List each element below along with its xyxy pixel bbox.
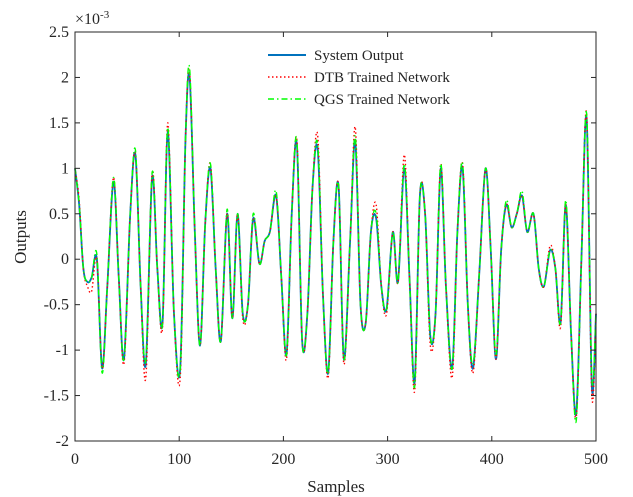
y-tick-label: 1.5 — [49, 115, 69, 132]
y-tick-label: 0.5 — [49, 206, 69, 223]
x-axis-label: Samples — [307, 477, 365, 496]
x-tick-label: 200 — [271, 451, 295, 468]
qgs-trained-network-line — [74, 64, 597, 424]
y-tick-label: 1 — [61, 160, 69, 177]
x-tick-label: 400 — [480, 451, 504, 468]
y-tick-label: -0.5 — [44, 297, 69, 314]
x-tick-label: 100 — [167, 451, 191, 468]
y-tick-label: 2 — [61, 69, 69, 86]
plot-frame — [74, 31, 597, 442]
y-axis-ticks: -2 -1.5 -1 -0.5 0 0.5 1 1.5 2 2.5 — [44, 24, 596, 450]
x-tick-label: 0 — [71, 451, 79, 468]
exponent-base: ×10 — [75, 11, 100, 28]
exponent-power: -3 — [100, 9, 110, 21]
y-tick-label: 0 — [61, 251, 69, 268]
y-tick-label: -1.5 — [44, 388, 69, 405]
series-lines — [74, 64, 597, 424]
y-tick-label: -2 — [56, 433, 69, 450]
x-tick-label: 300 — [376, 451, 400, 468]
x-tick-label: 500 — [584, 451, 608, 468]
system-output-line — [74, 72, 597, 417]
legend-label-system-output: System Output — [314, 48, 404, 64]
dtb-trained-network-line — [74, 68, 597, 421]
exponent-label: ×10-3 — [75, 9, 110, 28]
legend: System Output DTB Trained Network QGS Tr… — [268, 48, 450, 108]
y-tick-label: -1 — [56, 342, 69, 359]
y-axis-label: Outputs — [11, 210, 30, 264]
x-axis-ticks: 0 100 200 300 400 500 — [71, 32, 608, 468]
legend-label-qgs-trained-network: QGS Trained Network — [314, 92, 450, 108]
y-tick-label: 2.5 — [49, 24, 69, 41]
legend-label-dtb-trained-network: DTB Trained Network — [314, 70, 450, 86]
